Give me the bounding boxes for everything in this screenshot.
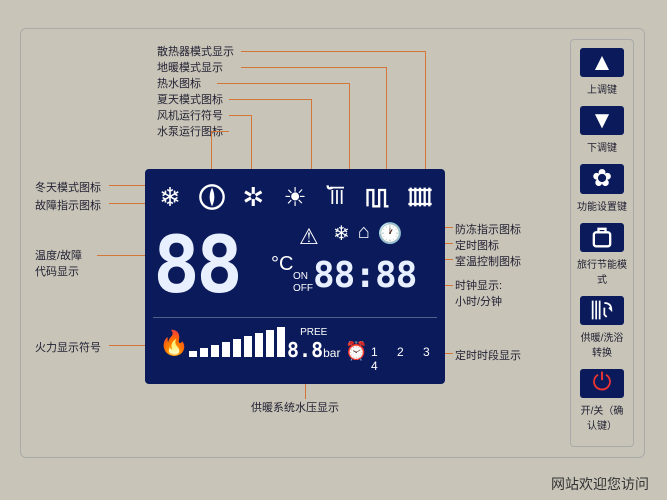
fire-bar [255, 333, 263, 357]
fire-bar [222, 342, 230, 357]
pressure-display: PREE 8.8bar [287, 327, 340, 362]
callout-line [386, 67, 387, 173]
callout-line [211, 131, 212, 173]
up-button[interactable]: ▲ [580, 48, 624, 77]
switch-button[interactable] [580, 296, 624, 325]
on-label: ON [293, 271, 313, 283]
callout-line [217, 83, 349, 84]
callout-line [97, 255, 149, 256]
fire-bar [211, 345, 219, 357]
sun-icon: ☀ [280, 182, 310, 212]
antifreeze-icon: ❄ [333, 221, 350, 246]
period-display: 1 2 3 4 [371, 345, 445, 373]
callout-line [425, 51, 426, 173]
main-temp-display: 88 [153, 227, 271, 305]
label-antifreeze: 防冻指示图标 [455, 221, 521, 237]
radiator-icon [405, 182, 435, 212]
label-hot-water: 热水图标 [157, 75, 201, 91]
label-winter: 冬天模式图标 [35, 179, 101, 195]
label-period: 定时时段显示 [455, 347, 521, 363]
callout-line [241, 51, 425, 52]
settings-label: 功能设置键 [577, 198, 627, 213]
callout-line [311, 99, 312, 173]
up-label: 上调键 [587, 81, 617, 96]
footer-text: 网站欢迎您访问 [551, 474, 649, 494]
power-button[interactable]: ⏻ [580, 369, 624, 398]
label-summer: 夏天模式图标 [157, 91, 223, 107]
callout-line [229, 99, 311, 100]
label-temp-code: 温度/故障 代码显示 [35, 247, 82, 279]
fire-bar [277, 327, 285, 357]
callout-line [349, 83, 350, 173]
callout-line [241, 67, 386, 68]
down-button[interactable]: ▼ [580, 106, 624, 135]
shower-icon [322, 182, 352, 212]
callout-line [251, 115, 252, 173]
down-label: 下调键 [587, 139, 617, 154]
label-pressure: 供暖系统水压显示 [251, 399, 339, 415]
clock-icon: 🕐 [378, 221, 403, 246]
floor-heat-icon [363, 182, 393, 212]
snowflake-icon: ❄ [155, 182, 185, 212]
fire-bar [266, 330, 274, 357]
label-fan: 风机运行符号 [157, 107, 223, 123]
warning-icon: ⚠ [299, 224, 319, 250]
label-fault: 故障指示图标 [35, 197, 101, 213]
label-floor-heat: 地暖模式显示 [157, 59, 223, 75]
pressure-label: PREE [287, 327, 340, 338]
callout-line [211, 131, 229, 132]
fire-level-bars [189, 327, 285, 357]
off-label: OFF [293, 283, 313, 295]
fire-bar [244, 336, 252, 357]
alarm-icon: ⏰ [345, 341, 367, 362]
flame-icon: 🔥 [159, 329, 189, 358]
pressure-unit: bar [323, 346, 340, 360]
label-timer: 定时图标 [455, 237, 499, 253]
house-icon: ⌂ [358, 221, 370, 246]
control-panel: ▲ 上调键 ▼ 下调键 ✿ 功能设置键 旅行节能模式 供暖/洗浴转换 ⏻ 开/关… [570, 39, 634, 447]
lcd-divider [153, 317, 437, 318]
clock-display: 88:88 [313, 255, 416, 296]
label-fire: 火力显示符号 [35, 339, 101, 355]
label-radiator: 散热器模式显示 [157, 43, 234, 59]
lcd-panel: ❄ ✲ ☀ 88 °C ON OFF ⚠ ❄ ⌂ 🕐 88:88 🔥 [145, 169, 445, 384]
callout-line [229, 115, 251, 116]
switch-label: 供暖/洗浴转换 [577, 329, 627, 359]
fire-bar [233, 339, 241, 357]
fire-bar [189, 351, 197, 357]
fire-bar [200, 348, 208, 357]
travel-button[interactable] [580, 223, 624, 252]
fan-icon: ✲ [238, 182, 268, 212]
pump-icon [197, 182, 227, 212]
label-room-temp: 室温控制图标 [455, 253, 521, 269]
degree-unit: °C [271, 253, 293, 276]
label-clock: 时钟显示: 小时/分钟 [455, 277, 502, 309]
settings-button[interactable]: ✿ [580, 164, 624, 193]
temp-value: 88 [153, 227, 239, 305]
power-label: 开/关（确认键） [577, 402, 627, 432]
travel-label: 旅行节能模式 [577, 256, 627, 286]
pressure-value: 8.8 [287, 338, 323, 362]
